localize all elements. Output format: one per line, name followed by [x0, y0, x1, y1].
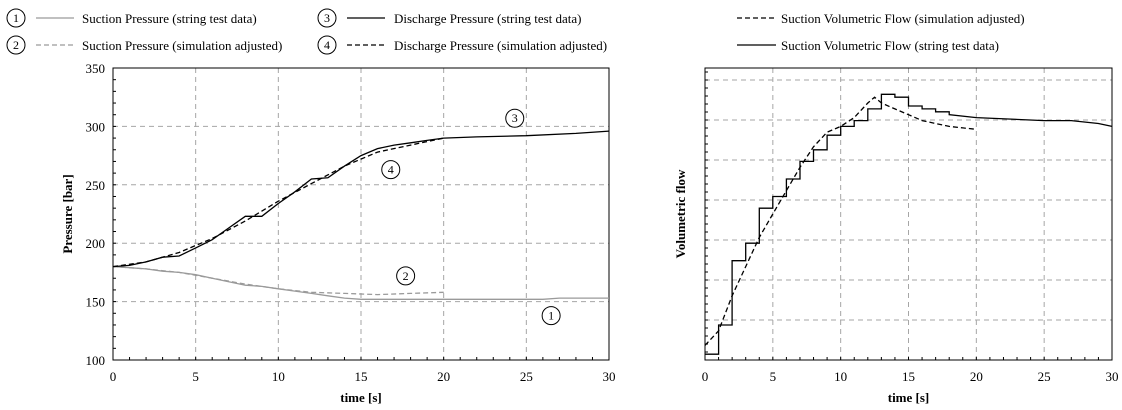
right-x-tick-label: 20: [970, 369, 983, 384]
left-plot-marker-3: 3: [512, 111, 518, 125]
left-x-axis-label: time [s]: [340, 390, 382, 405]
left-x-tick-label: 0: [110, 369, 117, 384]
left-series-line-4: [112, 137, 444, 268]
left-y-tick-label: 100: [86, 353, 106, 368]
right-x-axis-label: time [s]: [888, 390, 930, 405]
left-plot-marker-1: 1: [548, 309, 554, 323]
legend-label-2: Suction Pressure (simulation adjusted): [82, 38, 282, 53]
right-x-tick-label: 30: [1106, 369, 1119, 384]
left-plot-marker-2: 2: [403, 269, 409, 283]
left-plot-marker-4: 4: [388, 163, 394, 177]
left-x-tick-label: 25: [520, 369, 533, 384]
right-legend-label-2: Suction Volumetric Flow (string test dat…: [781, 38, 999, 53]
left-y-tick-label: 250: [86, 178, 106, 193]
left-plot-marker-3-circle: [505, 108, 525, 128]
right-legend-label-1: Suction Volumetric Flow (simulation adju…: [781, 11, 1025, 26]
legend-marker-2-circle: [6, 35, 26, 55]
left-x-tick-label: 5: [192, 369, 199, 384]
legend-marker-1: 1: [13, 11, 19, 25]
left-series-line-1: [112, 265, 609, 300]
right-x-tick-label: 15: [902, 369, 915, 384]
left-y-axis-label: Pressure [bar]: [60, 174, 75, 253]
legend-marker-4: 4: [324, 38, 330, 52]
left-y-tick-label: 150: [86, 295, 106, 310]
right-series-line-2: [705, 93, 1113, 355]
left-x-tick-label: 15: [355, 369, 368, 384]
right-x-tick-label: 25: [1038, 369, 1051, 384]
legend-marker-3: 3: [324, 11, 330, 25]
right-series-line-1: [704, 96, 977, 346]
legend-marker-2: 2: [13, 38, 19, 52]
right-x-tick-label: 10: [834, 369, 847, 384]
left-plot-marker-1-circle: [541, 306, 561, 326]
right-x-tick-label: 0: [702, 369, 709, 384]
right-x-tick-label: 5: [770, 369, 777, 384]
left-plot-marker-2-circle: [396, 266, 416, 286]
left-plot-marker-4-circle: [381, 160, 401, 180]
left-y-tick-label: 200: [86, 236, 106, 251]
right-y-axis-label: Volumetric flow: [673, 169, 688, 258]
legend-label-1: Suction Pressure (string test data): [82, 11, 257, 26]
left-x-tick-label: 30: [603, 369, 616, 384]
left-y-tick-label: 300: [86, 119, 106, 134]
legend-marker-3-circle: [317, 8, 337, 28]
left-x-tick-label: 10: [272, 369, 285, 384]
left-y-tick-label: 350: [86, 61, 106, 76]
left-series-line-3: [112, 130, 610, 268]
legend-marker-1-circle: [6, 8, 26, 28]
legend-label-4: Discharge Pressure (simulation adjusted): [394, 38, 607, 53]
legend-label-3: Discharge Pressure (string test data): [394, 11, 581, 26]
legend-marker-4-circle: [317, 35, 337, 55]
left-x-tick-label: 20: [437, 369, 450, 384]
